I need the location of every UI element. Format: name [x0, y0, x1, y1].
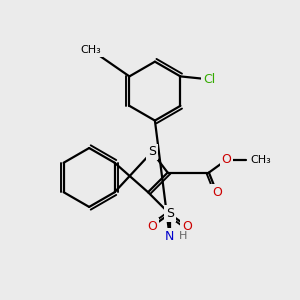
Text: S: S	[166, 207, 174, 220]
Text: O: O	[222, 153, 232, 166]
Text: CH₃: CH₃	[250, 155, 271, 165]
Text: CH₃: CH₃	[81, 45, 101, 55]
Text: H: H	[178, 231, 187, 242]
Text: N: N	[165, 230, 174, 243]
Text: Cl: Cl	[203, 73, 215, 86]
Text: O: O	[147, 220, 157, 233]
Text: S: S	[148, 146, 156, 158]
Text: O: O	[182, 220, 192, 233]
Text: O: O	[212, 186, 222, 199]
